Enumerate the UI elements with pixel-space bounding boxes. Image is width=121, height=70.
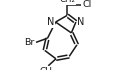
Text: CH₂: CH₂: [59, 0, 75, 4]
Text: Br: Br: [24, 38, 35, 47]
Text: N: N: [47, 17, 54, 27]
Text: CH₃: CH₃: [40, 66, 57, 70]
Text: Cl: Cl: [83, 0, 92, 9]
Text: N: N: [77, 17, 85, 27]
